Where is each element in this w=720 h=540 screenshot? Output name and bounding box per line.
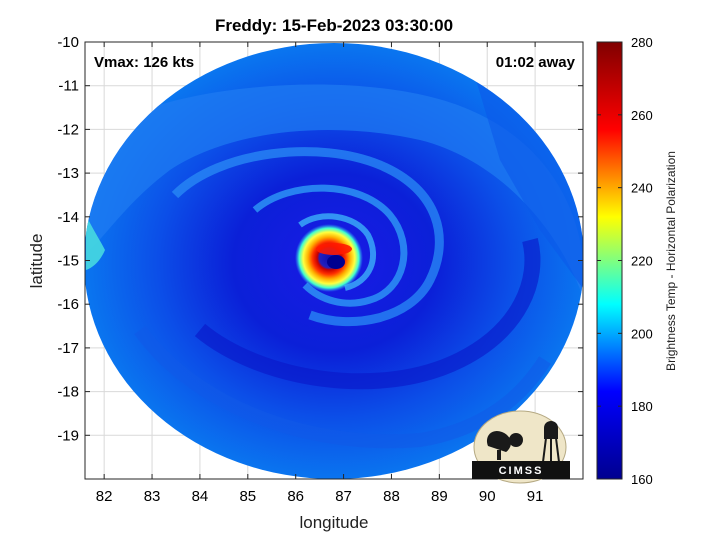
colorbar-tick-label: 180: [631, 399, 653, 414]
colorbar-tick-label: 200: [631, 326, 653, 341]
x-tick-label: 91: [527, 488, 544, 505]
y-tick-label: -11: [58, 78, 79, 95]
y-tick-label: -18: [57, 384, 79, 401]
x-tick-label: 87: [335, 488, 352, 505]
colorbar-tick-label: 160: [631, 472, 653, 487]
y-tick-label: -12: [57, 121, 79, 138]
water-tower-icon: [542, 421, 560, 463]
colorbar-tick-label: 220: [631, 254, 653, 269]
chart-title: Freddy: 15-Feb-2023 03:30:00: [215, 16, 453, 35]
satellite-dish-icon: [486, 430, 511, 452]
vmax-annotation: Vmax: 126 kts: [94, 54, 194, 71]
y-tick-label: -16: [57, 296, 79, 313]
cyan-edge-band: [86, 215, 105, 270]
logo-text: CIMSS: [499, 465, 544, 477]
time-offset-annotation: 01:02 away: [496, 54, 576, 71]
x-tick-label: 88: [383, 488, 400, 505]
x-tick-label: 84: [192, 488, 209, 505]
cimss-logo: CIMSS: [472, 410, 570, 484]
x-tick-label: 83: [144, 488, 161, 505]
y-tick-label: -10: [57, 34, 79, 51]
spiral-band-inner: [298, 213, 376, 291]
x-tick-label: 89: [431, 488, 448, 505]
y-ticks: -10 -11 -12 -13 -14 -15 -16 -17 -18 -19: [57, 34, 583, 444]
x-tick-label: 86: [287, 488, 304, 505]
y-tick-label: -19: [57, 427, 79, 444]
colorbar-label: Brightness Temp - Horizontal Polarizatio…: [664, 151, 678, 371]
y-tick-label: -17: [57, 340, 79, 357]
colorbar-tick-label: 280: [631, 35, 653, 50]
colorbar: 160 180 200 220 240 260 280 Brightness Temp - …: [596, 35, 678, 487]
eyewall-hotspot: [316, 243, 352, 255]
y-axis-label: latitude: [27, 234, 46, 289]
colorbar-fill: [597, 42, 622, 479]
spiral-band-mid: [252, 184, 408, 307]
x-tick-label: 90: [479, 488, 496, 505]
colorbar-tick-label: 260: [631, 108, 653, 123]
outer-band: [86, 84, 583, 300]
eye: [327, 255, 345, 269]
dish-stand: [497, 450, 501, 460]
colorbar-tick-label: 240: [631, 181, 653, 196]
y-tick-label: -14: [57, 209, 79, 226]
second-dish-icon: [509, 433, 523, 447]
lower-band: [134, 325, 551, 449]
x-tick-label: 82: [96, 488, 113, 505]
y-tick-label: -13: [57, 165, 79, 182]
dark-moat: [194, 238, 541, 390]
x-tick-label: 85: [239, 488, 256, 505]
spiral-band-outer: [171, 147, 444, 327]
colorbar-ticks: 160 180 200 220 240 260 280: [597, 35, 653, 487]
logo-bar: [472, 461, 570, 479]
x-axis-label: longitude: [299, 513, 368, 532]
y-tick-label: -15: [57, 253, 79, 270]
